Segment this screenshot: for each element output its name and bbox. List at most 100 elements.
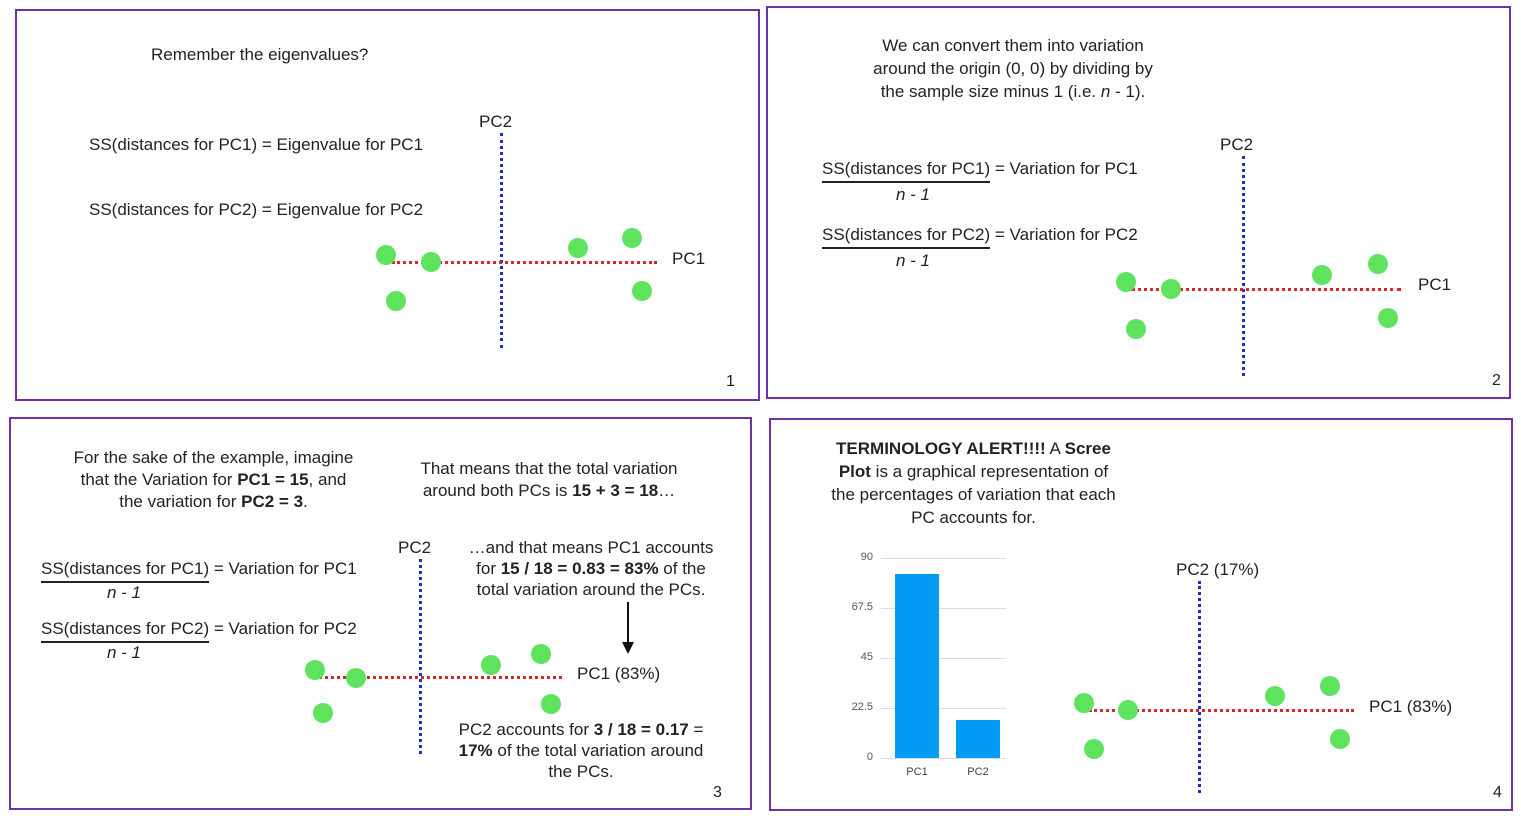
data-point [531,644,551,664]
panel3-intro-line3: the variation for PC2 = 3. [119,492,308,511]
panel4-text-line1: TERMINOLOGY ALERT!!!! A Scree [836,439,1111,458]
panel3-pc2-accounts-line2: 17% of the total variation around [458,741,704,760]
panel1-heading: Remember the eigenvalues? [151,45,369,64]
pc2-axis [500,133,503,348]
panel3-pc1-accounts-line3: total variation around the PCs. [476,580,706,599]
y-tick-label: 0 [866,751,873,763]
gridline [881,708,1006,709]
fraction-denominator: n - 1 [896,185,931,204]
panel3-intro-line2: that the Variation for PC1 = 15, and [80,470,347,489]
panel-4: TERMINOLOGY ALERT!!!! A Scree Plot is a … [769,418,1513,811]
scree-plot: 0 22.5 45 67.5 90 PC1 PC2 [831,548,1011,788]
data-point [376,245,396,265]
data-point [1161,279,1181,299]
panel-number: 1 [726,373,735,390]
fraction-denominator: n - 1 [896,251,931,270]
data-point [568,238,588,258]
data-point [313,703,333,723]
gridline [881,758,1006,759]
y-tick-label: 67.5 [851,601,873,613]
arrow-down [627,602,629,644]
data-point [1074,693,1094,713]
data-point [421,252,441,272]
pc2-axis-label: PC2 [1220,135,1254,154]
data-point [1378,308,1398,328]
panel-number: 3 [713,784,722,801]
data-point [305,660,325,680]
data-point [1118,700,1138,720]
fraction-denominator: n - 1 [107,643,142,662]
gridline [881,608,1006,609]
panel-3: For the sake of the example, imagine tha… [9,417,752,810]
fraction-denominator: n - 1 [107,583,142,602]
data-point [1320,676,1340,696]
data-point [1265,686,1285,706]
fraction-pc1: SS(distances for PC1) = Variation for PC… [41,558,357,602]
panel2-text-line3: the sample size minus 1 (i.e. n - 1). [880,82,1146,101]
arrow-head [622,642,634,654]
panel3-pc1-accounts-line1: …and that means PC1 accounts [468,538,714,557]
y-tick-label: 90 [860,551,873,563]
bar-pc2 [956,720,1000,758]
pc1-axis-label: PC1 [672,249,706,268]
y-tick-label: 45 [860,651,873,663]
data-point [1330,729,1350,749]
panel2-text-line1: We can convert them into variation [882,36,1144,55]
data-point [1126,319,1146,339]
bar-pc1 [895,573,939,758]
pc2-axis [1198,581,1201,793]
panel1-eq1: SS(distances for PC1) = Eigenvalue for P… [89,135,424,154]
fraction-rhs: = Variation for PC2 [990,225,1138,244]
panel4-text-line4: PC accounts for. [911,508,1036,527]
x-category-label: PC2 [967,766,989,778]
data-point [1116,272,1136,292]
fraction-numerator: SS(distances for PC1) [822,158,991,183]
gridline [881,558,1006,559]
data-point [632,281,652,301]
panel3-pc1-accounts-line2: for 15 / 18 = 0.83 = 83% of the [476,559,706,578]
panel-number: 4 [1493,784,1502,801]
data-point [541,694,561,714]
data-point [1368,254,1388,274]
data-point [481,655,501,675]
panel3-total-line1: That means that the total variation [420,459,678,478]
data-point [346,668,366,688]
pc2-axis-label: PC2 (17%) [1176,560,1260,579]
data-point [1084,739,1104,759]
fraction-rhs: = Variation for PC1 [990,159,1138,178]
data-point [1312,265,1332,285]
pc1-axis [319,676,562,679]
fraction-numerator: SS(distances for PC1) [41,558,210,583]
panel3-pc2-accounts-line1: PC2 accounts for 3 / 18 = 0.17 = [458,720,704,739]
panel-1: Remember the eigenvalues? SS(distances f… [15,9,760,401]
fraction-rhs: = Variation for PC2 [209,619,357,638]
panel2-text-line2: around the origin (0, 0) by dividing by [873,59,1153,78]
fraction-numerator: SS(distances for PC2) [41,618,210,643]
pc1-axis [1131,288,1401,291]
panel-number: 2 [1492,372,1501,389]
data-point [622,228,642,248]
panel4-text-line2: Plot is a graphical representation of [838,462,1109,481]
pc2-axis-label: PC2 [398,538,432,557]
panel3-pc2-accounts-line3: the PCs. [548,762,614,781]
pc2-axis [419,559,422,754]
y-tick-label: 22.5 [851,701,873,713]
fraction-numerator: SS(distances for PC2) [822,224,991,249]
pc1-axis [392,261,657,264]
panel1-eq2: SS(distances for PC2) = Eigenvalue for P… [89,200,424,219]
panel3-intro-line1: For the sake of the example, imagine [73,448,354,467]
pc1-axis-label: PC1 [1418,275,1452,294]
x-category-label: PC1 [906,766,928,778]
fraction-pc2: SS(distances for PC2) = Variation for PC… [41,618,357,662]
pc1-axis [1089,709,1354,712]
pc2-axis [1242,156,1245,376]
data-point [386,291,406,311]
panel4-text-line3: the percentages of variation that each [831,485,1116,504]
pc1-axis-label: PC1 (83%) [1369,697,1453,716]
fraction-pc1: SS(distances for PC1) = Variation for PC… [822,158,1138,204]
panel-2: We can convert them into variation aroun… [766,6,1511,399]
pc2-axis-label: PC2 [479,112,513,131]
panel3-total-line2: around both PCs is 15 + 3 = 18… [422,481,676,500]
fraction-rhs: = Variation for PC1 [209,559,357,578]
fraction-pc2: SS(distances for PC2) = Variation for PC… [822,224,1138,270]
